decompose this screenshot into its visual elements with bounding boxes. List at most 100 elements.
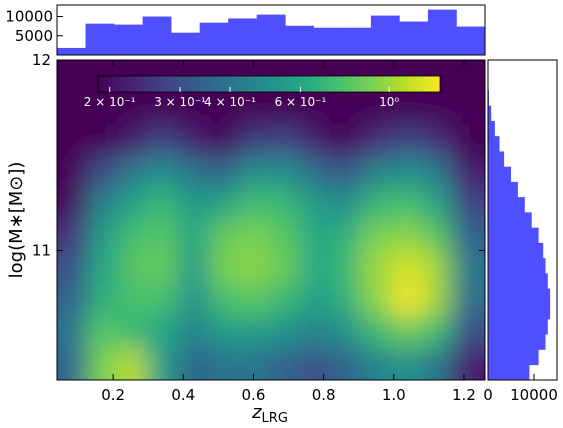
heat-cell: [300, 283, 333, 317]
x-tick-label: 0.6: [242, 386, 266, 404]
hist-bar: [488, 303, 551, 320]
heat-cell: [178, 156, 211, 190]
heat-cell: [392, 220, 425, 254]
heat-cell: [178, 283, 211, 317]
heat-cell: [451, 123, 485, 157]
heat-cell: [328, 316, 361, 350]
x-tick-label: 0.8: [312, 386, 336, 404]
heat-cell: [451, 316, 485, 350]
heat-cell: [118, 348, 151, 380]
colorbar: 2 × 10⁻¹ 3 × 10⁻¹4 × 10⁻¹ 6 × 10⁻¹ 10⁰: [84, 75, 441, 109]
heat-cell: [86, 316, 119, 350]
heat-cell: [57, 220, 88, 254]
heat-cell: [209, 123, 242, 157]
hist-bar: [171, 32, 200, 55]
heat-cell: [360, 220, 393, 254]
colorbar-tick-label: 2 × 10⁻¹: [84, 95, 136, 109]
x-tick-label: 1.0: [382, 386, 406, 404]
hist-bar: [488, 349, 539, 366]
heat-cell: [178, 348, 211, 380]
hist-bar: [342, 27, 372, 55]
heat-cell: [360, 188, 393, 222]
heat-cell: [86, 156, 119, 190]
y-axis-label: log(M∗[M⊙]): [6, 162, 27, 279]
heat-cell: [118, 220, 151, 254]
x-tick-label: 0.4: [171, 386, 195, 404]
heat-cell: [360, 348, 393, 380]
heat-cell: [300, 348, 333, 380]
heat-cell: [269, 348, 302, 380]
x-tick-label: 1.2: [452, 386, 476, 404]
heat-cell: [423, 220, 456, 254]
heat-cell: [300, 91, 333, 125]
heat-cell: [423, 348, 456, 380]
hist-bar: [488, 273, 548, 289]
heat-cell: [451, 91, 485, 125]
heat-cell: [57, 283, 88, 317]
y-tick-label: 10000: [5, 8, 53, 26]
heat-cell: [118, 123, 151, 157]
heat-cell: [300, 316, 333, 350]
heat-cell: [237, 188, 270, 222]
heat-cell: [269, 156, 302, 190]
hist-bar: [488, 181, 518, 198]
hist-bar: [370, 15, 400, 55]
colorbar-tick-label: 3 × 10⁻¹: [154, 95, 206, 109]
hist-bar: [488, 334, 546, 350]
heat-cell: [57, 348, 88, 380]
heat-cell: [86, 348, 119, 380]
hist-bar: [57, 47, 86, 55]
hist-bar: [488, 120, 495, 137]
hist-bar: [488, 242, 544, 259]
heat-cell: [86, 188, 119, 222]
x-tick-label: 10000: [510, 386, 558, 404]
heat-cell: [269, 123, 302, 157]
heat-cell: [146, 188, 179, 222]
heat-cell: [269, 316, 302, 350]
heat-cell: [451, 156, 485, 190]
hist-bar: [488, 197, 525, 213]
colorbar-tick-label: 4 × 10⁻¹: [204, 95, 256, 109]
heat-cell: [146, 348, 179, 380]
heat-cell: [86, 220, 119, 254]
heat-cell: [392, 316, 425, 350]
heat-cell: [86, 251, 119, 285]
y-tick-label: 12: [32, 51, 51, 69]
heat-cell: [86, 123, 119, 157]
heat-cell: [209, 316, 242, 350]
heat-cell: [118, 188, 151, 222]
heat-cell: [57, 251, 88, 285]
hist-bar: [114, 24, 143, 55]
heat-cell: [451, 251, 485, 285]
heat-cell: [328, 188, 361, 222]
plot-frame: [56, 4, 486, 56]
heat-cell: [269, 91, 302, 125]
heat-cell: [423, 156, 456, 190]
heat-cell: [178, 251, 211, 285]
heat-cell: [328, 348, 361, 380]
heat-cell: [300, 156, 333, 190]
heat-cell: [237, 220, 270, 254]
hist-bar: [488, 166, 511, 183]
heat-cell: [209, 156, 242, 190]
heat-cell: [57, 60, 88, 92]
heat-cell: [451, 220, 485, 254]
heat-cell: [86, 91, 119, 125]
heat-cell: [209, 251, 242, 285]
histogram-bars: [488, 75, 551, 381]
hist-bar: [488, 151, 505, 167]
y-tick-label: 11: [32, 241, 51, 259]
heat-cell: [300, 220, 333, 254]
heat-cell: [209, 91, 242, 125]
heat-cell: [392, 123, 425, 157]
hist-bar: [399, 21, 429, 56]
heat-cell: [237, 123, 270, 157]
colorbar-tick-label: 10⁰: [379, 95, 399, 109]
hist-bar: [313, 27, 343, 55]
heat-cell: [360, 283, 393, 317]
heat-cell: [57, 91, 88, 125]
x-tick-label: 0: [483, 386, 493, 404]
heat-cell: [328, 251, 361, 285]
heat-cell: [209, 188, 242, 222]
